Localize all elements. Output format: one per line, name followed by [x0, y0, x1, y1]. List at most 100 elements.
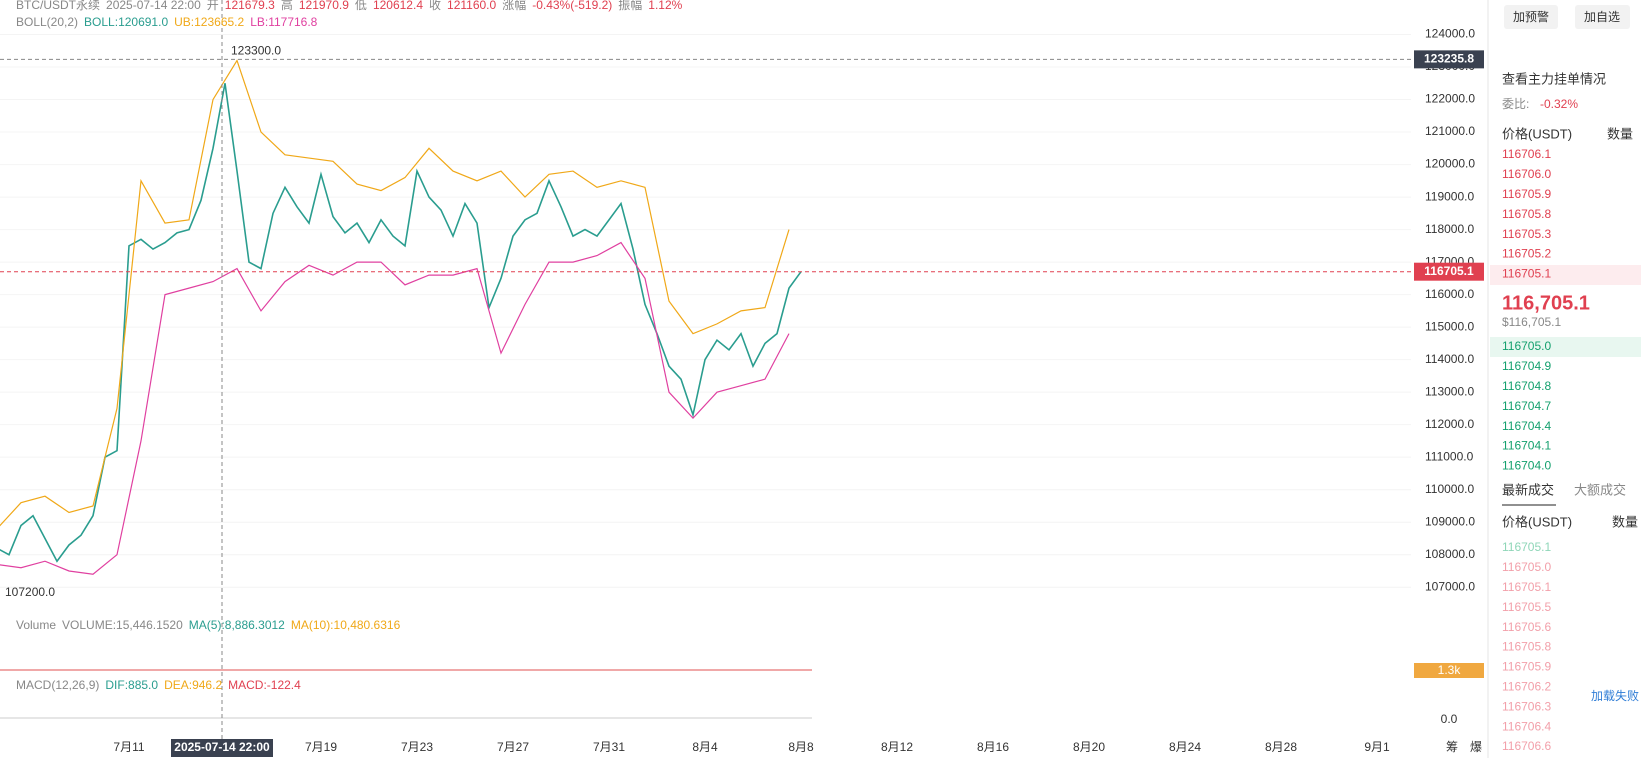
trade-price: 116705.5	[1502, 600, 1551, 614]
legend-text: VOLUME:15,446.1520	[62, 618, 183, 632]
ask-price: 116705.3	[1502, 227, 1551, 241]
last-price-box	[1414, 262, 1484, 281]
volume-axis: 1.3k	[1438, 663, 1462, 677]
y-tick-label: 122000.0	[1425, 92, 1475, 106]
legend-text: 120612.4	[373, 0, 423, 12]
button[interactable]	[1575, 5, 1630, 29]
x-tick-label: 8月8	[788, 740, 814, 754]
y-tick-label: 124000.0	[1425, 27, 1475, 41]
legend-text: LB:117716.8	[250, 15, 317, 29]
legend-text: DIF:885.0	[105, 678, 158, 692]
alert-btn[interactable]: 加预警	[1513, 9, 1549, 24]
trade-price-head: 价格(USDT)	[1502, 514, 1572, 529]
tab[interactable]: 最新成交	[1502, 482, 1554, 497]
crosshair-time-box	[171, 739, 273, 757]
trade-price: 116706.4	[1502, 719, 1551, 733]
legend-text: 高	[281, 0, 293, 12]
legend-text: 开	[207, 0, 219, 12]
bid-price: 116705.0	[1502, 339, 1551, 353]
bottom-btn[interactable]: 爆	[1470, 740, 1482, 754]
trade-price: 116705.8	[1502, 640, 1551, 654]
trade-price: 116705.1	[1502, 540, 1551, 554]
x-tick-label: 7月23	[401, 740, 433, 754]
price-head: 价格(USDT)	[1502, 126, 1572, 141]
x-tick-label: 8月4	[692, 740, 718, 754]
trade-price: 116705.0	[1502, 560, 1551, 574]
bottom-btn[interactable]: 筹	[1446, 740, 1458, 754]
y-tick-label: 120000.0	[1425, 157, 1475, 171]
price-line	[0, 241, 790, 575]
x-tick-label: 8月28	[1265, 740, 1297, 754]
x-tick-label: 8月16	[977, 740, 1009, 754]
ask-price: 116705.2	[1502, 247, 1551, 261]
bid-price: 116704.1	[1502, 439, 1551, 453]
y-tick-label: 113000.0	[1425, 384, 1474, 398]
crosshair-time: 2025-07-14 22:00	[174, 740, 270, 754]
y-tick-label: 109000.0	[1425, 514, 1475, 528]
x-tick-label: 8月12	[881, 740, 913, 754]
ratio: -0.32%	[1540, 97, 1578, 111]
crosshair-box	[1414, 50, 1484, 69]
x-tick-label: 8月20	[1073, 740, 1105, 754]
x-tick-label: 9月1	[1364, 740, 1390, 754]
low-note: 107200.0	[5, 585, 55, 599]
y-tick-label: 108000.0	[1425, 547, 1475, 561]
legend-text: 121970.9	[299, 0, 349, 12]
ask-price: 116705.8	[1502, 207, 1551, 221]
legend-text: 1.12%	[648, 0, 682, 12]
macd-axis: 0.0	[1441, 712, 1458, 726]
legend-text: 振幅	[618, 0, 642, 12]
ask-price: 116705.9	[1502, 187, 1551, 201]
legend-text: BTC/USDT永续	[16, 0, 100, 12]
side-panel	[1488, 0, 1641, 758]
trade-qty-head: 数量	[1612, 514, 1638, 529]
y-tick-label: 118000.0	[1425, 222, 1474, 236]
y-tick-label: 114000.0	[1425, 352, 1474, 366]
legend-text: MACD:-122.4	[228, 678, 301, 692]
ask-price: 116706.0	[1502, 167, 1551, 181]
ask-price: 116706.1	[1502, 147, 1551, 161]
bid-price: 116704.4	[1502, 419, 1551, 433]
main-orders[interactable]: 查看主力挂单情况	[1502, 71, 1606, 86]
ask-highlight	[1490, 265, 1641, 285]
fav-btn[interactable]: 加自选	[1584, 10, 1620, 24]
legend-text: 低	[355, 0, 367, 12]
button[interactable]	[1504, 5, 1558, 29]
y-tick-label: 107000.0	[1425, 579, 1475, 593]
tab[interactable]: 大额成交	[1574, 482, 1626, 497]
last-price-label: 116705.1	[1424, 264, 1474, 278]
bid-price: 116704.0	[1502, 459, 1551, 473]
trade-price: 116706.6	[1502, 739, 1551, 753]
bid-price: 116704.9	[1502, 359, 1551, 373]
price-line	[0, 83, 802, 563]
legend-text: 121679.3	[225, 0, 275, 12]
x-tick-label: 7月31	[593, 740, 625, 754]
legend-text: BOLL(20,2)	[16, 15, 78, 29]
trade-price: 116706.3	[1502, 699, 1551, 713]
y-tick-label: 119000.0	[1425, 189, 1474, 203]
y-tick-label: 111000.0	[1425, 449, 1474, 463]
price-line	[0, 59, 790, 527]
high-note: 123300.0	[231, 43, 281, 57]
load-failed: 加载失败	[1591, 688, 1639, 703]
ratio-label: 委比:	[1502, 97, 1529, 111]
legend-text: MA(5):8,886.3012	[189, 618, 285, 632]
legend-text: Volume	[16, 618, 56, 632]
legend-text: MACD(12,26,9)	[16, 678, 99, 692]
legend-text: UB:123665.2	[174, 15, 244, 29]
legend-text: 2025-07-14 22:00	[106, 0, 201, 12]
crosshair-label: 123235.8	[1424, 52, 1474, 66]
last-price: 116,705.1	[1502, 292, 1590, 314]
x-tick-label: 7月11	[113, 740, 144, 754]
legend-text: 121160.0	[447, 0, 496, 12]
legend-text: MA(10):10,480.6316	[291, 618, 401, 632]
volume-axis-box	[1414, 663, 1484, 678]
legend-text: -0.43%(-519.2)	[532, 0, 612, 12]
trade-price: 116705.9	[1502, 660, 1551, 674]
y-tick-label: 116000.0	[1425, 287, 1474, 301]
trade-price: 116705.6	[1502, 620, 1551, 634]
bid-price: 116704.7	[1502, 399, 1551, 413]
legend-text: 涨幅	[502, 0, 526, 12]
